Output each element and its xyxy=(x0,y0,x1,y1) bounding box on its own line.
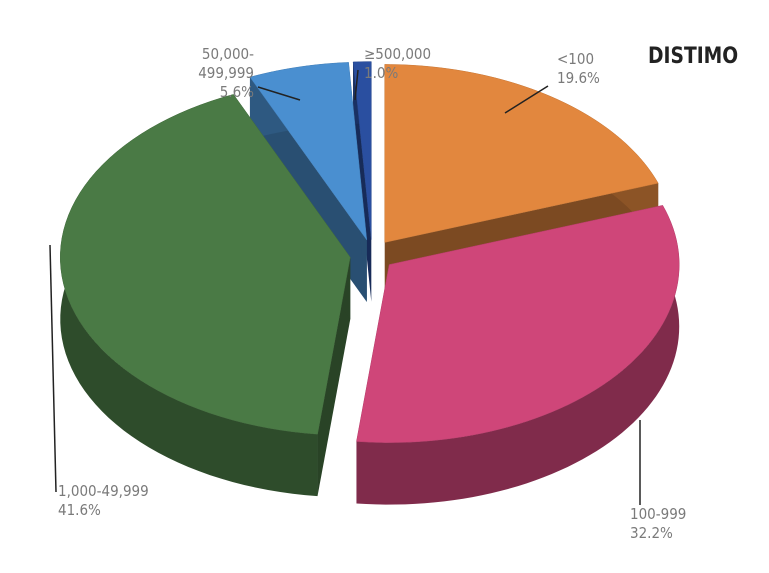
data-label: 50,000-499,999 5.6% xyxy=(170,45,254,102)
value-label: 1.0% xyxy=(364,64,399,82)
slice xyxy=(60,94,351,435)
slice xyxy=(249,62,368,241)
data-label: 100-999 32.2% xyxy=(630,505,750,543)
leader-line xyxy=(257,86,301,101)
value-label: 32.2% xyxy=(630,524,673,542)
slice xyxy=(384,64,659,243)
category-label: ≥500,000 xyxy=(364,45,432,63)
slice xyxy=(352,61,372,240)
category-label: 1,000-49,999 xyxy=(58,482,149,500)
category-label: <100 xyxy=(557,50,595,68)
leader-line xyxy=(504,85,549,114)
category-label: 100-999 xyxy=(630,505,687,523)
value-label: 41.6% xyxy=(58,501,101,519)
value-label: 5.6% xyxy=(219,83,254,101)
category-label: 50,000-499,999 xyxy=(198,45,254,82)
slice-side xyxy=(356,205,680,505)
data-label: <100 19.6% xyxy=(557,50,677,88)
value-label: 19.6% xyxy=(557,69,600,87)
slice-face xyxy=(317,257,351,497)
leader-line xyxy=(49,244,57,493)
data-label: 1,000-49,999 41.6% xyxy=(58,482,178,520)
leader-line xyxy=(354,69,359,101)
logo: DISTIMO xyxy=(648,44,739,69)
slice xyxy=(356,205,680,443)
data-label: ≥500,000 1.0% xyxy=(364,45,484,83)
